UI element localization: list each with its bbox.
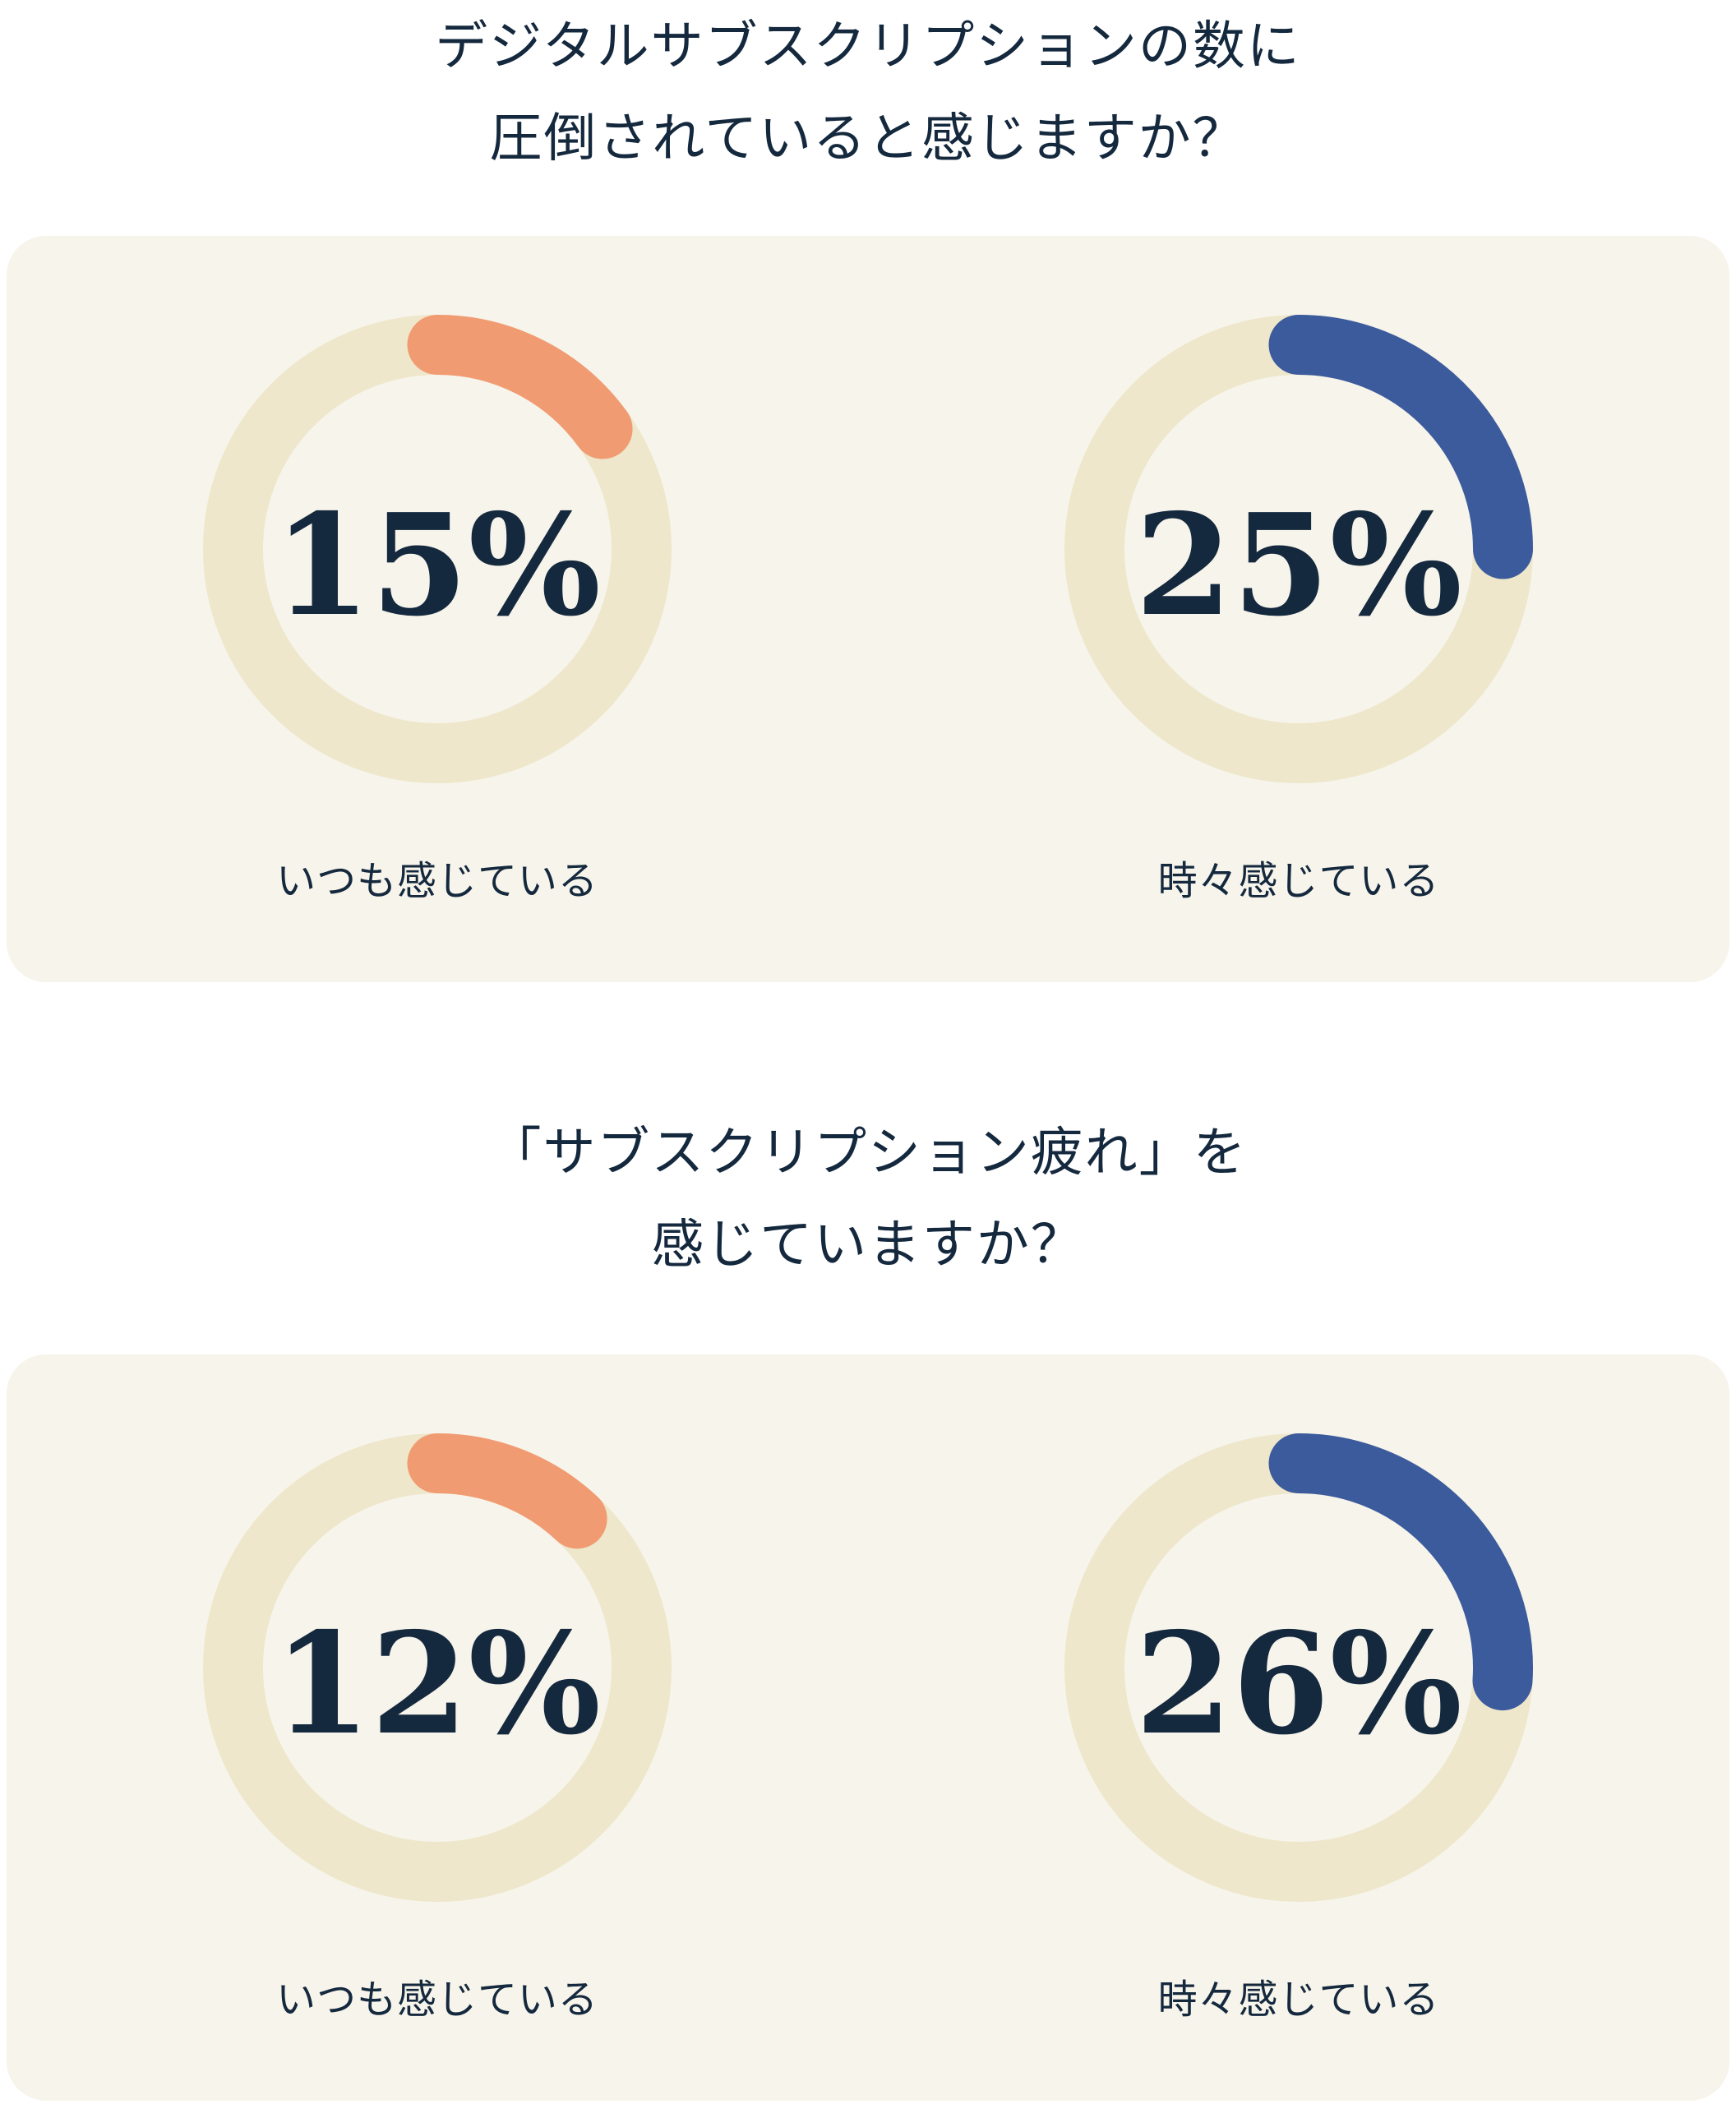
donut-label: いつも感じている bbox=[276, 860, 598, 903]
donut-value: 12% bbox=[273, 1602, 602, 1766]
section-fatigue: 「サブスクリプション疲れ」を 感じていますか？ 12% いつも感じている 26%… bbox=[0, 1106, 1736, 2101]
donut-label: 時々感じている bbox=[1157, 1978, 1440, 2022]
donut-value: 25% bbox=[1134, 483, 1463, 648]
donut-svg bbox=[203, 1433, 672, 1902]
donut-arc bbox=[1064, 1433, 1533, 1902]
section-overwhelmed: デジタルサブスクリプションの数に 圧倒されていると感じますか？ 15% いつも感… bbox=[0, 0, 1736, 982]
donut-chart-sometimes-overwhelmed: 25% 時々感じている bbox=[868, 236, 1729, 905]
title-line-1: デジタルサブスクリプションの数に bbox=[435, 16, 1301, 76]
donut-arc bbox=[203, 315, 672, 783]
donut-svg bbox=[1064, 1433, 1533, 1902]
donut-label: 時々感じている bbox=[1157, 860, 1440, 903]
donut-arc bbox=[1064, 315, 1533, 783]
donut-value: 26% bbox=[1134, 1602, 1463, 1766]
donut-chart-always-fatigue: 12% いつも感じている bbox=[7, 1354, 868, 2023]
section-title-fatigue: 「サブスクリプション疲れ」を 感じていますか？ bbox=[0, 1106, 1736, 1290]
section-title-overwhelmed: デジタルサブスクリプションの数に 圧倒されていると感じますか？ bbox=[0, 0, 1736, 184]
stats-card-overwhelmed: 15% いつも感じている 25% 時々感じている bbox=[7, 236, 1729, 982]
donut-ring: 15% bbox=[203, 315, 672, 783]
donut-chart-sometimes-fatigue: 26% 時々感じている bbox=[868, 1354, 1729, 2023]
donut-svg bbox=[1064, 315, 1533, 783]
donut-ring: 12% bbox=[203, 1433, 672, 1902]
donut-value: 15% bbox=[273, 483, 602, 648]
title-line-1: 「サブスクリプション疲れ」を bbox=[488, 1123, 1248, 1182]
stats-card-fatigue: 12% いつも感じている 26% 時々感じている bbox=[7, 1354, 1729, 2101]
donut-svg bbox=[203, 315, 672, 783]
title-line-2: 感じていますか？ bbox=[651, 1215, 1085, 1274]
donut-arc bbox=[203, 1433, 672, 1902]
donut-chart-always-overwhelmed: 15% いつも感じている bbox=[7, 236, 868, 905]
title-line-2: 圧倒されていると感じますか？ bbox=[489, 108, 1247, 168]
donut-ring: 26% bbox=[1064, 1433, 1533, 1902]
donut-ring: 25% bbox=[1064, 315, 1533, 783]
donut-label: いつも感じている bbox=[276, 1978, 598, 2022]
